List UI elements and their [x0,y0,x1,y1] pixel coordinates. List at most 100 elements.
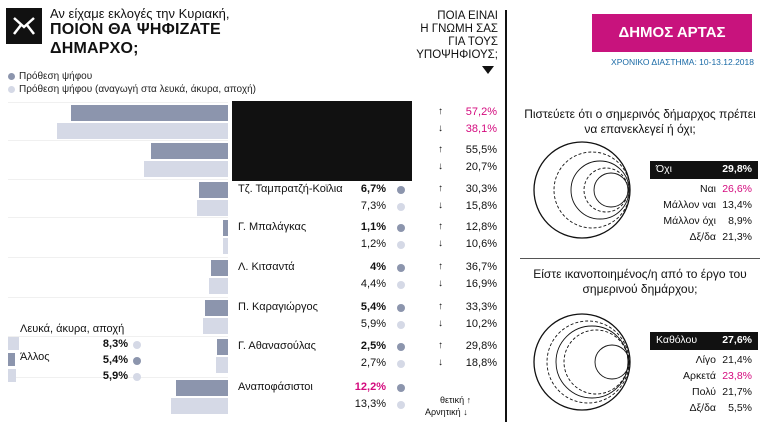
value-intent: 5,4% [360,301,386,313]
header-line2: ΠΟΙΟΝ ΘΑ ΨΗΦΙΖΑΤΕ [50,21,221,38]
reelect-label: Δξ/δα [689,231,716,243]
opinion-positive: 55,5% [465,144,497,156]
value-intent-adj: 13,3% [354,398,386,410]
extra-dot [133,373,141,381]
opinion-positive: 29,8% [465,340,497,352]
extra-bar [8,353,15,366]
arrow-down-icon: ↓ [438,357,443,368]
region-tag: ΔΗΜΟΣ ΑΡΤΑΣ [592,14,752,52]
bar-intent-adj [202,318,228,334]
opinion-q-line3: ΓΙΑ ΤΟΥΣ [448,36,498,48]
value-intent: 12,2% [354,381,386,393]
dot-intent [397,186,405,194]
triangle-down-icon [482,66,494,74]
candidate-name: Π. Καραγιώργος [238,301,318,313]
bar-intent [210,260,228,276]
right-separator [520,258,760,259]
satisfaction-value: 5,5% [728,402,752,414]
value-intent: 1,1% [360,221,386,233]
row-gridline [8,377,228,378]
candidate-name: Αναποφάσιστοι [238,381,313,393]
q-reelect-title: Πιστεύετε ότι ο σημερινός δήμαρχος πρέπε… [524,107,756,136]
arrow-up-icon: ↑ [438,106,443,117]
dot-intent-adj [397,360,405,368]
bar-intent [217,339,228,355]
header-title: ΠΟΙΟΝ ΘΑ ΨΗΦΙΖΑΤΕ ΔΗΜΑΡΧΟ; [50,20,221,58]
satisfaction-circle-5 [594,344,630,380]
opinion-negative: 16,9% [465,278,497,290]
candidate-name: Τζ. Ταμπρατζή-Κοϊλια [238,183,343,195]
opinion-negative: 20,7% [465,161,497,173]
survey-period: ΧΡΟΝΙΚΟ ΔΙΑΣΤΗΜΑ: 10-13.12.2018 [611,57,754,67]
satisfaction-value: 27,6% [722,334,752,346]
reelect-circle-outer [533,141,631,239]
bar-intent [71,105,228,121]
bar-intent-adj [170,398,228,414]
satisfaction-value: 23,8% [722,370,752,382]
satisfaction-label: Αρκετά [683,370,716,382]
opinion-q-line2: Η ΓΝΩΜΗ ΣΑΣ [420,23,498,35]
value-intent-adj: 4,4% [360,278,386,290]
arrow-down-icon: ↓ [463,407,468,417]
arrow-up-icon: ↑ [438,183,443,194]
candidate-name: Λ. Κιτσαντά [238,261,295,273]
opinion-positive: 30,3% [465,183,497,195]
q-satisfaction-title: Είστε ικανοποιημένος/η από το έργο του σ… [533,267,747,296]
satisfaction-value: 21,4% [722,354,752,366]
satisfaction-label: Δξ/δα [689,402,716,414]
arrow-up-icon: ↑ [466,395,472,405]
dot-intent [397,384,405,392]
dot-intent-adj [397,321,405,329]
header-line3: ΔΗΜΑΡΧΟ; [50,40,139,57]
reelect-value: 21,3% [722,231,752,243]
reelect-circle-4 [583,167,629,213]
satisfaction-circle-4 [563,329,629,395]
arrow-down-icon: ↓ [438,318,443,329]
candidate-name: Γ. Αθανασούλας [238,340,316,352]
row-gridline [8,257,228,258]
arrow-down-icon: ↓ [438,161,443,172]
dot-intent [397,343,405,351]
reelect-circle-3 [570,160,630,220]
dot-intent-adj [397,241,405,249]
reelect-circle-5 [593,172,629,208]
opinion-negative: 15,8% [465,200,497,212]
bar-intent-adj [144,161,228,177]
extra-value: 8,3% [102,338,128,350]
highlight-box [232,101,412,181]
opinion-positive: 12,8% [465,221,497,233]
value-intent: 4% [370,261,386,273]
opinion-positive: 36,7% [465,261,497,273]
value-intent-adj: 5,9% [360,318,386,330]
legend-intent-adj: Πρόθεση ψήφου (αναγωγή στα λευκά, άκυρα,… [8,84,256,95]
reelect-circles [533,141,631,239]
arrow-down-icon: ↓ [438,278,443,289]
dot-intent-adj [397,281,405,289]
satisfaction-circle-3 [555,325,629,399]
dot-intent [397,224,405,232]
satisfaction-label: Πολύ [692,386,716,398]
row-gridline [8,217,228,218]
candidate-name: Γ. Μπαλάγκας [238,221,307,233]
extra-dot [133,357,141,365]
opinion-positive: 57,2% [465,106,497,118]
dot-intent [397,264,405,272]
reelect-label: Όχι [656,163,672,175]
extra-label-other: Άλλος [20,351,50,363]
opinion-negative: 18,8% [465,357,497,369]
legend-negative: Αρνητική ↓ [425,407,468,417]
reelect-highlight-row [650,161,758,179]
reelect-label: Μάλλον ναι [663,199,716,211]
value-intent-adj: 1,2% [360,238,386,250]
row-gridline [8,140,228,141]
row-gridline [8,102,228,103]
header-line1: Αν είχαμε εκλογές την Κυριακή, [50,6,230,21]
opinion-negative: 38,1% [465,123,497,135]
legend-intent: Πρόθεση ψήφου [8,71,92,82]
bar-intent [175,380,228,396]
legend-negative-label: Αρνητική [425,407,461,417]
extra-bar [8,369,16,382]
bar-intent [223,220,228,236]
reelect-value: 29,8% [722,163,752,175]
arrow-down-icon: ↓ [438,238,443,249]
